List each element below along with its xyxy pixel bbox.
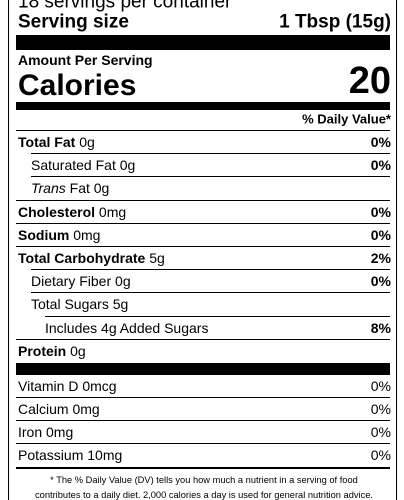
- nutrient-amount: 0g: [93, 180, 110, 197]
- medium-rule: [16, 102, 390, 110]
- vitamin-amount: 0mg: [72, 401, 100, 417]
- nutrient-name: Dietary Fiber: [31, 273, 112, 290]
- nutrient-amount: 5g: [149, 250, 165, 266]
- vitamin-row: Iron 0mg: [18, 425, 73, 439]
- vitamin-dv: 0%: [370, 424, 391, 440]
- nutrient-dv: 2%: [370, 250, 391, 266]
- nutrient-name: Fat: [69, 180, 90, 197]
- nutrient-row: Saturated Fat 0g: [31, 158, 135, 172]
- rule: [16, 222, 390, 224]
- rule: [16, 443, 390, 444]
- vitamin-name: Iron: [18, 424, 43, 440]
- serving-size: 1 Tbsp (15g): [279, 11, 391, 33]
- nutrient-dv: 0%: [370, 226, 391, 243]
- nutrient-dv: 0%: [370, 157, 391, 174]
- vitamin-dv: 0%: [370, 401, 391, 417]
- nutrient-amount: 0mg: [73, 226, 101, 243]
- vitamin-dv: 0%: [370, 447, 391, 463]
- footnote-line: contributes to a daily diet. 2,000 calor…: [35, 490, 373, 500]
- nutrient-amount: 0g: [119, 157, 136, 174]
- footnote: * The % Daily Value (DV) tells you how m…: [18, 473, 390, 500]
- nutrient-amount: 5g: [112, 296, 129, 313]
- vitamin-amount: 0mg: [46, 424, 74, 440]
- nutrient-dv: 0%: [370, 203, 391, 220]
- nutrient-row: Protein 0g: [18, 344, 86, 358]
- nutrient-row: Dietary Fiber 0g: [31, 274, 131, 288]
- rule: [31, 176, 390, 178]
- vitamin-row: Vitamin D 0mcg: [18, 379, 117, 393]
- nutrient-name: Total Carbohydrate: [18, 250, 146, 266]
- nutrient-name-italic: Trans: [31, 180, 66, 197]
- nutrient-name: Includes 4g Added Sugars: [45, 319, 209, 336]
- nutrient-name: Protein: [18, 342, 67, 359]
- vitamin-amount: 10mg: [87, 447, 123, 463]
- nutrient-row: Total Sugars 5g: [31, 297, 128, 311]
- vitamin-name: Vitamin D: [18, 378, 79, 394]
- servings: 18 servings per container: [18, 0, 232, 13]
- footnote-line: * The % Daily Value (DV) tells you how m…: [50, 475, 358, 485]
- rule: [16, 397, 390, 398]
- vitamin-amount: 0mcg: [82, 378, 117, 394]
- rule: [31, 153, 390, 155]
- rule: [16, 467, 390, 469]
- rule: [31, 269, 390, 271]
- nutrient-row: Trans Fat 0g: [31, 181, 109, 195]
- nutrient-dv: 8%: [370, 319, 391, 336]
- vitamin-row: Calcium 0mg: [18, 402, 100, 416]
- nutrient-row: Sodium 0mg: [18, 228, 100, 242]
- calories-label: Calories: [18, 69, 137, 102]
- nutrient-row: Total Fat 0g: [18, 135, 95, 149]
- nutrient-row: Includes 4g Added Sugars: [45, 321, 208, 335]
- rule: [16, 199, 390, 201]
- vitamin-row: Potassium 10mg: [18, 448, 122, 462]
- serving-size-label: Serving size: [18, 11, 129, 33]
- nutrient-amount: 0mg: [98, 203, 127, 220]
- nutrient-name: Sodium: [18, 226, 70, 243]
- vitamin-dv: 0%: [370, 378, 391, 394]
- nutrient-name: Saturated Fat: [31, 157, 116, 174]
- nutrient-name: Total Sugars: [31, 296, 109, 313]
- vitamin-name: Calcium: [18, 401, 69, 417]
- border-left: [8, 0, 9, 500]
- border-right: [396, 0, 397, 500]
- rule: [16, 338, 390, 340]
- rule: [16, 246, 390, 247]
- nutrient-amount: 0g: [70, 342, 86, 359]
- nutrient-row: Total Carbohydrate 5g: [18, 251, 165, 265]
- dv-header: % Daily Value*: [302, 111, 391, 127]
- amount-per-serving: Amount Per Serving: [18, 52, 153, 68]
- rule: [16, 130, 390, 131]
- thick-rule: [16, 35, 390, 50]
- nutrient-dv: 0%: [370, 273, 391, 290]
- rule: [45, 315, 390, 317]
- vitamin-name: Potassium: [18, 447, 84, 463]
- calories: 20: [348, 60, 391, 102]
- nutrient-row: Cholesterol 0mg: [18, 205, 126, 219]
- rule: [16, 420, 390, 421]
- rule: [31, 292, 390, 294]
- nutrient-name: Cholesterol: [18, 203, 96, 220]
- nutrient-amount: 0g: [79, 134, 95, 150]
- thick-rule: [16, 363, 390, 375]
- nutrient-dv: 0%: [370, 134, 391, 150]
- nutrient-name: Total Fat: [18, 134, 76, 150]
- nutrient-amount: 0g: [115, 273, 131, 290]
